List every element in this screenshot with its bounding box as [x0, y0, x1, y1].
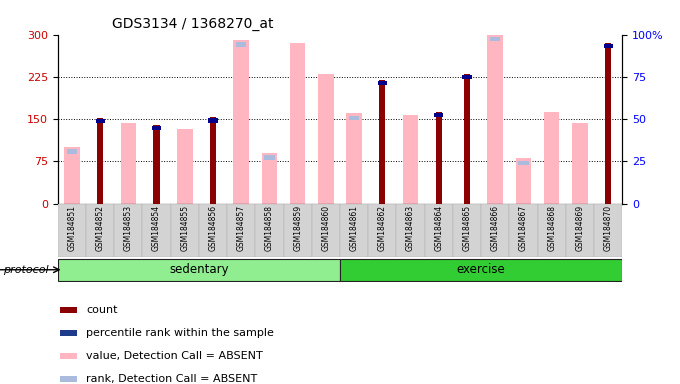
Bar — [346, 113, 362, 204]
Text: GSM184862: GSM184862 — [378, 205, 387, 251]
Bar — [604, 44, 613, 48]
Text: value, Detection Call = ABSENT: value, Detection Call = ABSENT — [86, 351, 263, 361]
Text: GSM184864: GSM184864 — [435, 205, 443, 251]
Bar — [265, 155, 275, 160]
Bar — [436, 112, 442, 204]
Bar — [425, 204, 453, 257]
Bar — [227, 204, 256, 257]
Text: protocol: protocol — [3, 265, 49, 275]
Bar — [462, 75, 471, 79]
Text: GSM184856: GSM184856 — [209, 205, 218, 251]
Bar — [256, 204, 284, 257]
Bar — [171, 204, 199, 257]
Bar — [97, 118, 103, 204]
Bar — [490, 37, 500, 41]
Text: GSM184860: GSM184860 — [322, 205, 330, 251]
Bar — [209, 118, 218, 123]
Text: GSM184863: GSM184863 — [406, 205, 415, 251]
Text: GSM184867: GSM184867 — [519, 205, 528, 251]
Bar — [378, 81, 387, 85]
Bar — [177, 129, 192, 204]
Text: GSM184865: GSM184865 — [462, 205, 471, 251]
Text: GSM184869: GSM184869 — [575, 205, 584, 251]
Bar — [236, 43, 246, 47]
Text: GSM184858: GSM184858 — [265, 205, 274, 251]
Bar — [61, 330, 78, 336]
Bar — [349, 116, 359, 120]
Text: GSM184851: GSM184851 — [67, 205, 76, 251]
Text: sedentary: sedentary — [169, 263, 228, 276]
Bar — [152, 126, 161, 130]
Bar — [544, 112, 560, 204]
Text: exercise: exercise — [457, 263, 505, 276]
Bar — [233, 40, 249, 204]
Text: GSM184866: GSM184866 — [491, 205, 500, 251]
Bar — [572, 123, 588, 204]
Bar — [403, 114, 418, 204]
Bar — [464, 74, 470, 204]
Bar — [318, 74, 334, 204]
Bar — [67, 149, 77, 154]
Bar — [120, 123, 136, 204]
Bar — [312, 204, 340, 257]
Bar — [566, 204, 594, 257]
Bar — [284, 204, 312, 257]
Bar — [453, 204, 481, 257]
Text: GSM184857: GSM184857 — [237, 205, 245, 251]
Text: percentile rank within the sample: percentile rank within the sample — [86, 328, 274, 338]
Text: GSM184853: GSM184853 — [124, 205, 133, 251]
Bar — [435, 113, 443, 117]
Text: GSM184868: GSM184868 — [547, 205, 556, 251]
Text: rank, Detection Call = ABSENT: rank, Detection Call = ABSENT — [86, 374, 258, 384]
Bar — [86, 204, 114, 257]
Bar — [605, 43, 611, 204]
Bar — [143, 204, 171, 257]
Bar — [396, 204, 425, 257]
Text: GDS3134 / 1368270_at: GDS3134 / 1368270_at — [112, 17, 273, 31]
Bar — [515, 159, 531, 204]
Text: GSM184861: GSM184861 — [350, 205, 358, 251]
Bar — [594, 204, 622, 257]
Text: count: count — [86, 305, 118, 315]
Bar — [538, 204, 566, 257]
Bar — [61, 307, 78, 313]
Bar — [199, 204, 227, 257]
Bar — [262, 153, 277, 204]
Bar — [340, 258, 622, 281]
Bar — [154, 125, 160, 204]
Text: GSM184859: GSM184859 — [293, 205, 302, 251]
Bar — [481, 204, 509, 257]
Bar — [369, 204, 396, 257]
Text: GSM184870: GSM184870 — [604, 205, 613, 251]
Bar — [64, 147, 80, 204]
Bar — [210, 118, 216, 204]
Text: GSM184852: GSM184852 — [96, 205, 105, 251]
Bar — [58, 204, 86, 257]
Bar — [58, 258, 340, 281]
Bar — [114, 204, 143, 257]
Bar — [61, 376, 78, 382]
Bar — [509, 204, 538, 257]
Bar — [290, 43, 305, 204]
Bar — [379, 79, 386, 204]
Text: GSM184854: GSM184854 — [152, 205, 161, 251]
Text: GSM184855: GSM184855 — [180, 205, 189, 251]
Bar — [488, 35, 503, 204]
Bar — [340, 204, 369, 257]
Bar — [518, 161, 528, 165]
Bar — [61, 353, 78, 359]
Bar — [96, 119, 105, 123]
